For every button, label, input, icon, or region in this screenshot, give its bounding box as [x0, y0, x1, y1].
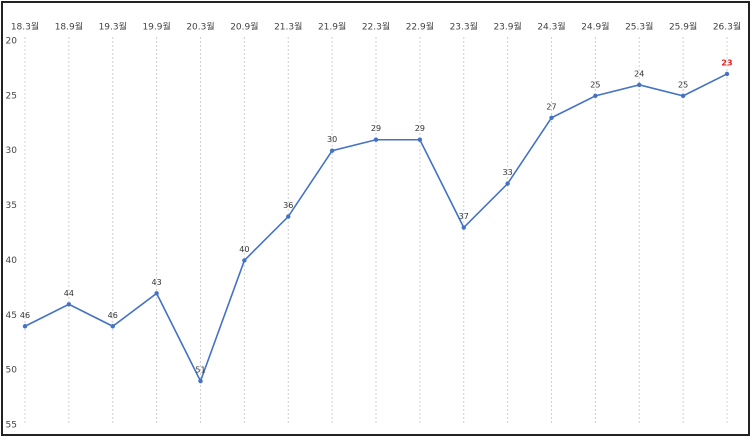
x-tick-label: 18.3월 [11, 21, 39, 33]
point [198, 378, 203, 384]
value-label: 27 [546, 102, 556, 111]
point [110, 324, 115, 329]
value-label: 44 [64, 289, 74, 298]
value-label: 46 [108, 311, 118, 320]
value-label: 30 [327, 135, 337, 144]
y-tick-label: 20 [6, 37, 18, 47]
point [154, 291, 159, 296]
value-label: 37 [459, 212, 469, 221]
value-label: 24 [634, 69, 644, 78]
value-label: 25 [678, 80, 688, 89]
x-tick-label: 25.3월 [625, 21, 653, 33]
value-label: 36 [283, 201, 293, 210]
point [637, 82, 642, 88]
point [242, 258, 247, 263]
point [66, 302, 72, 307]
point [593, 93, 598, 99]
value-label: 43 [152, 278, 162, 287]
x-tick-label: 24.3월 [537, 21, 565, 33]
y-tick-label: 45 [6, 311, 17, 321]
x-tick-label: 19.9월 [142, 21, 170, 33]
point [724, 71, 730, 77]
x-tick-label: 24.9월 [581, 21, 609, 33]
y-tick-label: 40 [6, 256, 18, 266]
value-label: 51 [195, 366, 205, 375]
x-tick-label: 23.3월 [450, 21, 478, 33]
point [22, 324, 28, 329]
value-label: 25 [590, 80, 600, 89]
point [373, 137, 379, 142]
x-tick-label: 23.9월 [493, 21, 521, 33]
x-tick-label: 20.9월 [230, 21, 258, 33]
value-label: 29 [415, 124, 425, 133]
point [505, 181, 510, 186]
y-tick-label: 50 [6, 366, 18, 376]
y-tick-label: 25 [6, 91, 17, 101]
point [417, 137, 423, 142]
x-tick-label: 25.9월 [669, 21, 697, 33]
value-label: 23 [721, 58, 732, 67]
x-tick-label: 22.9월 [406, 21, 434, 33]
x-tick-label: 22.3월 [362, 21, 390, 33]
x-tick-label: 18.9월 [55, 21, 83, 33]
value-label: 29 [371, 124, 381, 133]
x-tick-label: 21.3월 [274, 21, 302, 33]
value-label: 33 [503, 168, 513, 177]
x-tick-label: 19.3월 [99, 21, 127, 33]
point [329, 148, 335, 153]
point [549, 115, 554, 121]
x-tick-label: 21.9월 [318, 21, 346, 33]
value-label: 46 [20, 311, 30, 320]
value-label: 40 [239, 245, 249, 254]
x-tick-label: 26.3월 [713, 21, 741, 33]
y-tick-label: 55 [6, 421, 17, 431]
point [461, 225, 466, 230]
point [680, 93, 686, 99]
x-tick-label: 20.3월 [186, 21, 214, 33]
point [286, 214, 291, 219]
y-tick-label: 35 [6, 201, 17, 211]
y-tick-label: 30 [6, 146, 18, 156]
